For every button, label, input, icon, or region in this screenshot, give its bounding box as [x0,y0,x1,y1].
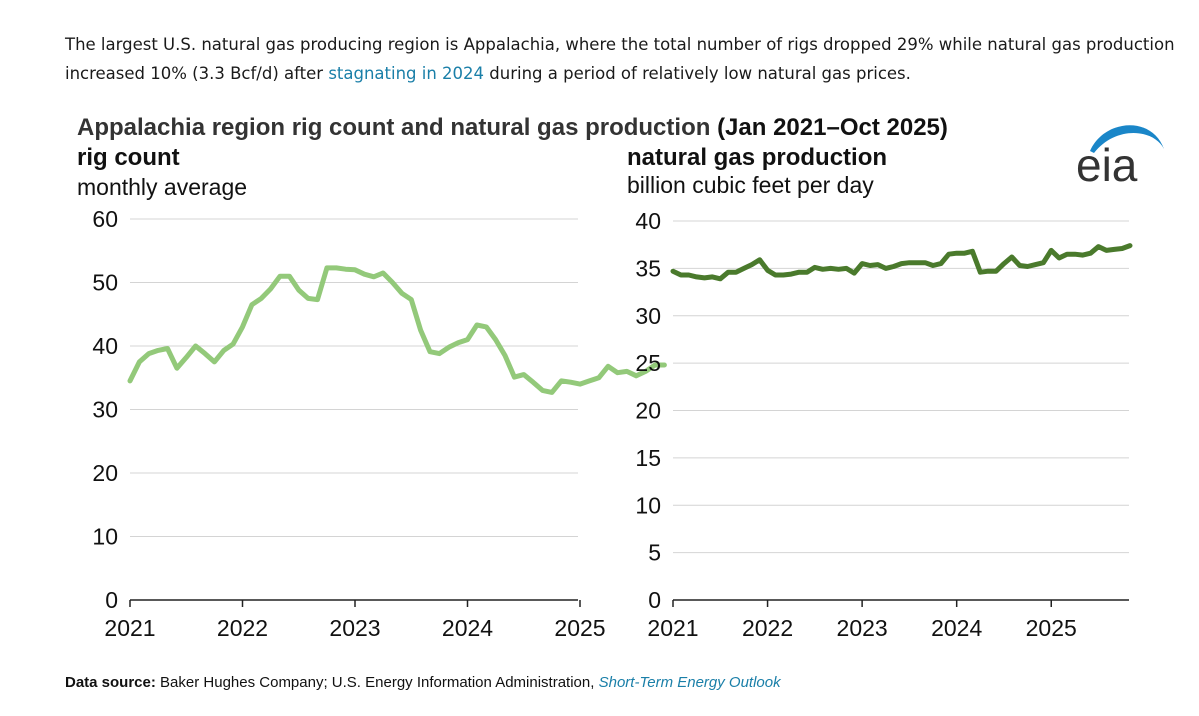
y-tick-label: 0 [648,587,661,613]
right-chart-unit: billion cubic feet per day [627,172,874,198]
y-tick-label: 50 [92,270,118,296]
figure-title-main: Appalachia region rig count and natural … [77,114,718,141]
x-tick-label: 2021 [647,615,698,641]
intro-paragraph: The largest U.S. natural gas producing r… [65,30,1185,88]
x-tick-label: 2023 [837,615,888,641]
x-tick-label: 2023 [329,615,380,641]
intro-text-before: The largest U.S. natural gas producing r… [65,35,1175,83]
x-tick-label: 2022 [742,615,793,641]
right-chart-title: natural gas production [627,144,888,171]
x-tick-label: 2024 [442,615,493,641]
y-tick-label: 30 [635,303,661,329]
y-tick-label: 10 [92,524,118,550]
intro-text-after: during a period of relatively low natura… [484,64,911,83]
y-tick-label: 40 [92,333,118,359]
x-tick-label: 2022 [217,615,268,641]
stagnating-link[interactable]: stagnating in 2024 [328,64,485,83]
y-tick-label: 60 [92,206,118,232]
steo-link[interactable]: Short-Term Energy Outlook [598,674,781,691]
y-tick-label: 30 [92,397,118,423]
y-tick-label: 40 [635,208,661,234]
y-tick-label: 0 [105,587,118,613]
y-tick-label: 10 [635,492,661,518]
series-line [127,265,667,395]
eia-logo-icon: eia [1076,125,1164,185]
footer-text: Baker Hughes Company; U.S. Energy Inform… [155,674,599,691]
eia-logo-text: eia [1076,139,1138,185]
figure-title-range: (Jan 2021–Oct 2025) [717,114,948,141]
y-tick-label: 20 [635,398,661,424]
data-source-footer: Data source: Baker Hughes Company; U.S. … [65,674,781,691]
x-tick-label: 2025 [554,615,605,641]
x-tick-label: 2024 [931,615,982,641]
y-tick-label: 15 [635,445,661,471]
left-chart-unit: monthly average [77,174,248,200]
footer-label: Data source: [65,674,156,691]
x-tick-label: 2025 [1026,615,1077,641]
y-tick-label: 35 [635,255,661,281]
eia-logo-arc [1090,125,1164,153]
left-chart-title: rig count [77,144,180,171]
figure-title: Appalachia region rig count and natural … [77,114,948,142]
x-tick-label: 2021 [104,615,155,641]
y-tick-label: 25 [635,350,661,376]
y-tick-label: 20 [92,460,118,486]
series-line [670,243,1133,282]
y-tick-label: 5 [648,540,661,566]
